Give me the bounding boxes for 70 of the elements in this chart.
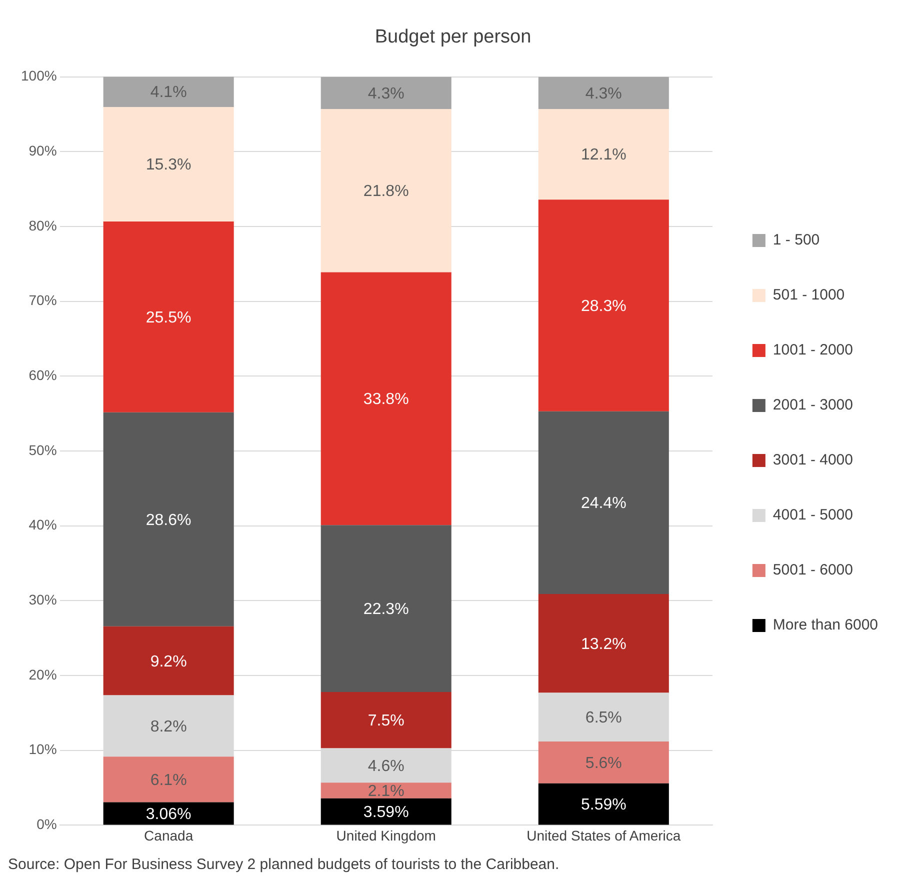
bar xyxy=(538,200,669,412)
y-tick-label: 90% xyxy=(28,142,57,158)
bar xyxy=(538,594,669,693)
bar xyxy=(538,109,669,200)
bar xyxy=(320,798,452,825)
legend-label: 1 - 500 xyxy=(772,232,820,249)
data-label: 25.5% xyxy=(146,309,192,326)
legend-label: 501 - 1000 xyxy=(772,286,845,304)
x-tick-label: United States of America xyxy=(526,827,681,844)
bar xyxy=(538,741,669,784)
legend-label: 5001 - 6000 xyxy=(772,562,854,579)
chart-title: Budget per person xyxy=(374,26,532,48)
y-tick-label: 30% xyxy=(28,592,57,608)
data-label: 22.3% xyxy=(363,601,409,618)
data-label: 3.06% xyxy=(146,806,192,823)
bar xyxy=(538,692,669,742)
y-tick-label: 40% xyxy=(28,516,57,533)
data-label: 5.6% xyxy=(585,754,622,772)
y-tick-label: 80% xyxy=(28,217,57,234)
data-label: 4.3% xyxy=(585,85,622,102)
bar xyxy=(103,222,234,412)
data-label: 13.2% xyxy=(580,636,626,653)
bar xyxy=(103,412,234,626)
data-label: 21.8% xyxy=(363,183,409,200)
data-label: 15.3% xyxy=(146,156,192,174)
bar xyxy=(538,76,669,110)
bar xyxy=(320,692,452,748)
legend-label: 2001 - 3000 xyxy=(772,396,854,414)
data-label: 2.1% xyxy=(368,782,404,800)
bar xyxy=(103,626,234,696)
bar xyxy=(103,107,234,222)
data-label: 24.4% xyxy=(580,495,626,512)
bar xyxy=(320,76,452,110)
bar xyxy=(103,76,234,108)
y-tick-label: 0% xyxy=(36,816,57,832)
y-tick-label: 20% xyxy=(28,666,57,682)
source-note: Source: Open For Business Survey 2 planned budgets of tourists to the Caribbean. xyxy=(8,856,560,873)
y-tick-label: 50% xyxy=(28,442,57,458)
data-label: 33.8% xyxy=(363,391,409,408)
data-label: 4.1% xyxy=(150,84,187,102)
bar xyxy=(538,411,669,594)
x-tick-label: Canada xyxy=(144,827,194,844)
legend-label: 4001 - 5000 xyxy=(772,506,854,524)
y-tick-label: 10% xyxy=(28,741,57,758)
legend-label: 3001 - 4000 xyxy=(772,452,854,469)
data-label: 5.59% xyxy=(580,796,626,814)
bar xyxy=(103,802,234,825)
data-label: 7.5% xyxy=(368,712,404,730)
bar xyxy=(320,782,452,798)
data-label: 3.59% xyxy=(363,804,409,821)
data-label: 4.3% xyxy=(368,85,404,102)
data-label: 4.6% xyxy=(368,758,404,775)
bar xyxy=(320,525,452,692)
data-label: 12.1% xyxy=(580,146,626,164)
legend-label: 1001 - 2000 xyxy=(772,342,854,359)
data-label: 28.6% xyxy=(146,512,192,529)
x-tick-label: United Kingdom xyxy=(336,827,436,844)
data-label: 8.2% xyxy=(150,718,187,736)
data-label: 28.3% xyxy=(580,298,626,315)
data-label: 9.2% xyxy=(150,653,187,670)
bar xyxy=(320,272,452,526)
y-tick-label: 70% xyxy=(28,292,57,308)
y-tick-label: 100% xyxy=(20,68,57,84)
bar xyxy=(320,109,452,272)
y-tick-label: 60% xyxy=(28,367,57,384)
bar xyxy=(538,783,669,825)
bar xyxy=(103,756,234,802)
data-label: 6.1% xyxy=(150,772,187,789)
legend-label: More than 6000 xyxy=(772,616,878,634)
data-label: 6.5% xyxy=(585,710,622,727)
